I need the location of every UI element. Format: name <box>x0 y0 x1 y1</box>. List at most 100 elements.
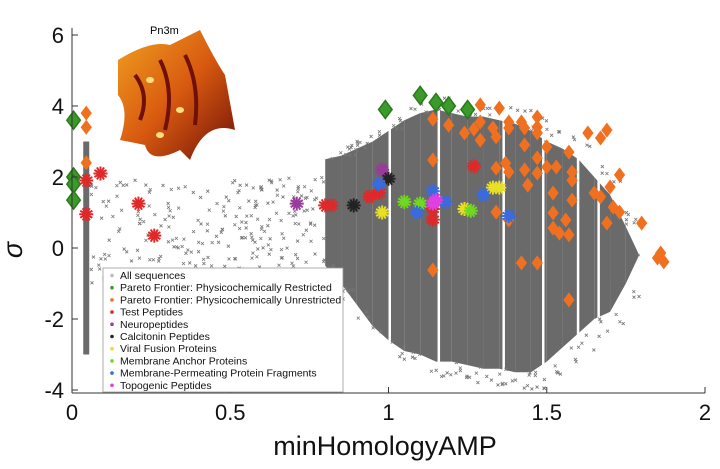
all-sequences-point <box>171 215 176 220</box>
pareto-frontier-physicochemically-unrestricted-point <box>566 192 578 208</box>
all-sequences-point <box>592 348 596 352</box>
all-sequences-point <box>191 229 196 234</box>
pareto-frontier-physicochemically-unrestricted-point <box>490 204 502 220</box>
pareto-frontier-physicochemically-unrestricted-point <box>518 162 531 178</box>
pareto-frontier-physicochemically-unrestricted-point <box>490 160 502 176</box>
all-sequences-point <box>308 221 313 225</box>
legend-entry: Calcitonin Peptides <box>120 331 210 343</box>
all-sequences-point <box>305 208 309 212</box>
all-sequences-point <box>445 370 449 375</box>
pareto-frontier-physicochemically-unrestricted-point <box>566 172 578 188</box>
pareto-frontier-physicochemically-restricted-point <box>428 92 444 113</box>
all-sequences-point <box>458 366 463 370</box>
all-sequences-point <box>371 326 375 330</box>
all-sequences-point <box>115 183 119 188</box>
all-sequences-point <box>253 199 258 204</box>
all-sequences-point <box>226 198 231 203</box>
all-sequences-point <box>369 134 373 139</box>
all-sequences-point <box>244 183 249 187</box>
all-sequences-point <box>133 178 137 183</box>
all-sequences-point <box>89 192 94 197</box>
all-sequences-point <box>89 184 94 189</box>
legend-entry: Test Peptides <box>120 307 183 319</box>
pareto-frontier-physicochemically-unrestricted-point <box>503 120 515 136</box>
all-sequences-point <box>312 223 317 227</box>
all-sequences-point <box>605 329 610 333</box>
y-tick-label: 6 <box>52 23 64 48</box>
all-sequences-point <box>621 321 626 326</box>
all-sequences-point <box>279 247 284 252</box>
all-sequences-point <box>377 129 382 134</box>
all-sequences-point <box>442 96 447 100</box>
legend-marker <box>110 383 114 388</box>
neuropeptides-point <box>289 196 304 211</box>
pareto-frontier-physicochemically-unrestricted-point <box>468 121 480 137</box>
all-sequences-cloud <box>83 96 642 391</box>
all-sequences-point <box>302 209 306 213</box>
all-sequences-point <box>247 199 251 203</box>
all-sequences-point <box>226 244 231 248</box>
pareto-frontier-physicochemically-unrestricted-point <box>443 117 455 133</box>
all-sequences-point <box>353 153 358 157</box>
all-sequences-point <box>136 213 140 218</box>
legend-marker <box>110 298 114 302</box>
membrane-permeating-protein-fragments-point <box>476 187 491 202</box>
all-sequences-point <box>275 188 279 192</box>
all-sequences-point <box>274 211 279 216</box>
pareto-frontier-physicochemically-restricted-point <box>65 109 82 131</box>
all-sequences-point <box>233 222 237 227</box>
all-sequences-point <box>205 229 210 233</box>
all-sequences-point <box>91 255 96 259</box>
pareto-frontier-physicochemically-unrestricted-point <box>547 205 559 221</box>
all-sequences-point <box>221 209 226 213</box>
all-sequences-point <box>632 295 636 299</box>
all-sequences-point <box>296 189 300 194</box>
test-peptides-point <box>79 173 94 188</box>
all-sequences-point <box>522 386 527 390</box>
all-sequences-point <box>580 341 584 346</box>
all-sequences-point <box>107 253 111 258</box>
all-sequences-point <box>424 110 428 114</box>
all-sequences-point <box>102 252 107 257</box>
all-sequences-point <box>158 254 163 259</box>
all-sequences-point <box>467 375 472 380</box>
all-sequences-point <box>147 204 151 208</box>
all-sequences-point <box>124 250 129 254</box>
all-sequences-point <box>355 143 360 148</box>
all-sequences-point <box>170 238 175 242</box>
column-gap <box>576 102 580 383</box>
all-sequences-point <box>321 259 326 264</box>
all-sequences-point <box>285 246 289 250</box>
all-sequences-point <box>304 228 309 232</box>
pareto-frontier-physicochemically-unrestricted-point <box>601 215 613 231</box>
all-sequences-point <box>151 257 156 262</box>
x-tick-label: 0.5 <box>215 400 246 425</box>
legend-entry: Membrane Anchor Proteins <box>120 355 247 367</box>
all-sequences-column <box>467 116 484 369</box>
all-sequences-point <box>233 257 238 261</box>
all-sequences-point <box>206 255 210 260</box>
all-sequences-point <box>279 218 283 223</box>
pareto-frontier-physicochemically-unrestricted-point <box>80 105 92 121</box>
y-axis-label: σ <box>0 240 28 258</box>
all-sequences-point <box>614 312 618 317</box>
all-sequences-point <box>356 316 361 320</box>
all-sequences-point <box>626 212 631 217</box>
all-sequences-point <box>348 153 352 158</box>
all-sequences-point <box>413 356 417 361</box>
calcitonin-peptides-point <box>381 171 396 186</box>
all-sequences-point <box>301 232 306 237</box>
all-sequences-point <box>311 207 315 211</box>
all-sequences-point <box>266 223 270 228</box>
all-sequences-point <box>249 231 253 236</box>
pareto-frontier-physicochemically-unrestricted-point <box>531 255 543 271</box>
all-sequences-point <box>569 346 574 350</box>
all-sequences-point <box>488 113 492 117</box>
all-sequences-point <box>542 386 547 391</box>
all-sequences-point <box>510 379 515 383</box>
all-sequences-point <box>496 383 500 387</box>
all-sequences-point <box>144 183 148 187</box>
inset-label: Pn3m <box>150 25 179 37</box>
test-peptides-point <box>79 207 94 222</box>
x-tick-label: 0 <box>66 400 78 425</box>
